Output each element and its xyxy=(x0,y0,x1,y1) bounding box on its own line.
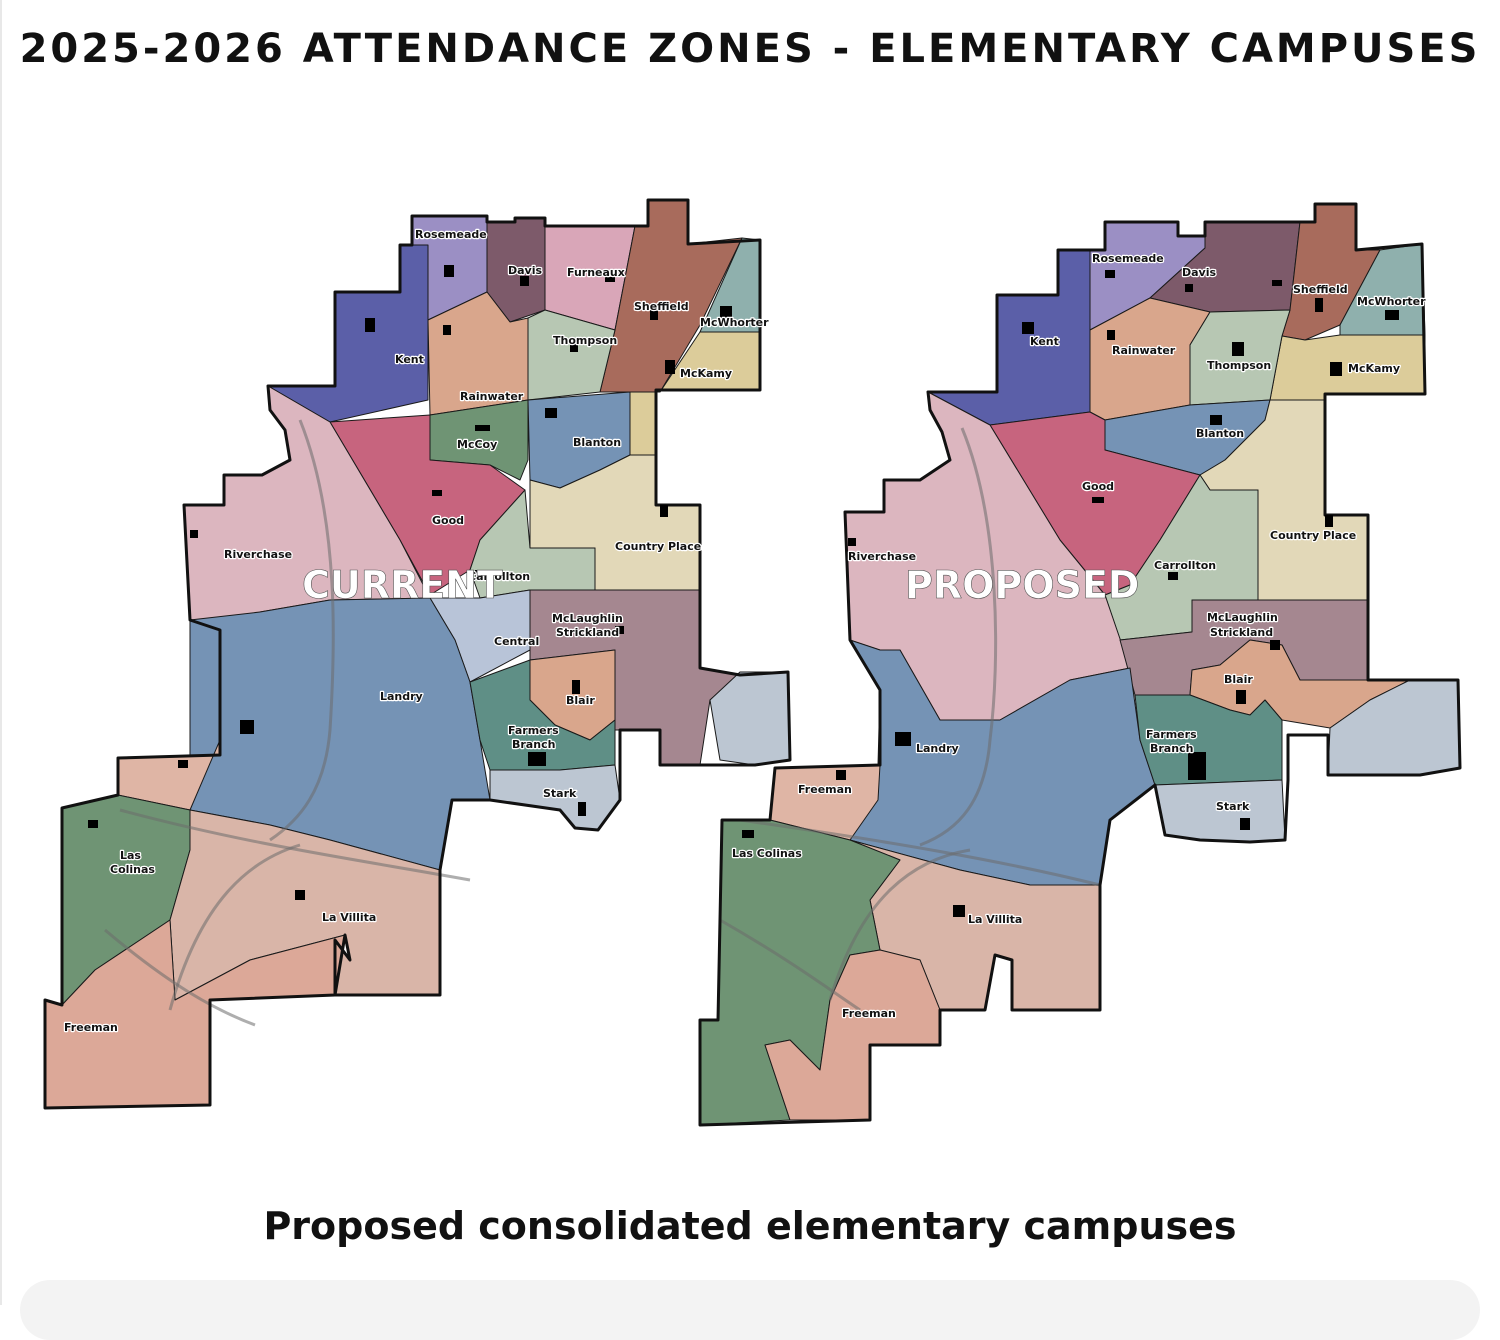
proposed-label-mclaughlin: McLaughlin xyxy=(1207,611,1278,624)
proposed-label-la-villita: La Villita xyxy=(968,913,1022,926)
current-label-mclaughlin: McLaughlin xyxy=(552,612,623,625)
proposed-label-branch: Branch xyxy=(1150,742,1193,755)
proposed-label-mckamy: McKamy xyxy=(1348,362,1400,375)
proposed-label-davis: Davis xyxy=(1182,266,1216,279)
proposed-label-good: Good xyxy=(1082,480,1114,493)
proposed-label-rosemeade: Rosemeade xyxy=(1092,252,1164,265)
proposed-label-freeman: Freeman xyxy=(842,1007,896,1020)
current-district-outline xyxy=(43,198,792,1110)
current-label-mccoy: McCoy xyxy=(457,438,497,451)
current-label-la-villita: La Villita xyxy=(322,911,376,924)
current-label-blair: Blair xyxy=(566,694,595,707)
proposed-label-farmers: Farmers xyxy=(1146,728,1197,741)
current-label-landry: Landry xyxy=(380,690,423,703)
proposed-label-landry: Landry xyxy=(916,742,959,755)
current-label-mcwhorter: McWhorter xyxy=(700,316,769,329)
current-label-freeman: Freeman xyxy=(64,1021,118,1034)
current-label-kent: Kent xyxy=(395,353,424,366)
zone-farmers-branch[interactable] xyxy=(1134,694,1283,786)
zone-thompson[interactable] xyxy=(527,309,616,401)
current-label-las: Las xyxy=(120,849,141,862)
current-label-stark: Stark xyxy=(543,787,577,800)
caption: Proposed consolidated elementary campuse… xyxy=(263,1204,1237,1248)
current-label-sheffield: Sheffield xyxy=(634,300,689,313)
current-label-colinas: Colinas xyxy=(110,863,155,876)
left-edge-line xyxy=(0,0,2,1305)
zone-farmers-branch[interactable] xyxy=(469,659,616,771)
proposed-label-las-colinas: Las Colinas xyxy=(732,847,802,860)
current-label-riverchase: Riverchase xyxy=(224,548,292,561)
proposed-label-riverchase: Riverchase xyxy=(848,550,916,563)
proposed-label-kent: Kent xyxy=(1030,335,1059,348)
current-label-farmers: Farmers xyxy=(508,724,559,737)
proposed-label-blanton: Blanton xyxy=(1196,427,1244,440)
proposed-label-stark: Stark xyxy=(1216,800,1250,813)
current-label-carrollton: Carrollton xyxy=(468,570,530,583)
proposed-label-rainwater: Rainwater xyxy=(1112,344,1176,357)
page-title: 2025-2026 ATTENDANCE ZONES - ELEMENTARY … xyxy=(19,26,1481,72)
current-label-branch: Branch xyxy=(512,738,555,751)
current-label-rosemeade: Rosemeade xyxy=(415,228,487,241)
bottom-panel xyxy=(20,1280,1480,1340)
proposed-label-blair: Blair xyxy=(1224,673,1253,686)
proposed-label-strickland: Strickland xyxy=(1210,626,1273,639)
proposed-district-outline xyxy=(698,202,1462,1127)
proposed-label-country-place: Country Place xyxy=(1270,529,1356,542)
proposed-map: Rosemeade Davis Sheffield McWhorter Kent… xyxy=(698,202,1462,1127)
current-label-central: Central xyxy=(494,635,539,648)
proposed-label-mcwhorter: McWhorter xyxy=(1357,295,1426,308)
current-label-furneaux: Furneaux xyxy=(567,266,625,279)
proposed-label-thompson: Thompson xyxy=(1207,359,1271,372)
current-map: Rosemeade Davis Furneaux Sheffield McWho… xyxy=(43,198,792,1110)
proposed-label-freeman-north: Freeman xyxy=(798,783,852,796)
current-label-mckamy: McKamy xyxy=(680,367,732,380)
current-label-davis: Davis xyxy=(508,264,542,277)
proposed-map-label: PROPOSED xyxy=(905,563,1139,607)
proposed-label-sheffield: Sheffield xyxy=(1293,283,1348,296)
current-label-thompson: Thompson xyxy=(553,334,617,347)
current-label-rainwater: Rainwater xyxy=(460,390,524,403)
current-label-strickland: Strickland xyxy=(556,626,619,639)
zone-kent[interactable] xyxy=(267,244,429,423)
proposed-label-carrollton: Carrollton xyxy=(1154,559,1216,572)
current-label-country-place: Country Place xyxy=(615,540,701,553)
current-map-label: CURRENT xyxy=(302,563,503,607)
current-label-good: Good xyxy=(432,514,464,527)
zone-kent[interactable] xyxy=(927,249,1091,426)
current-label-blanton: Blanton xyxy=(573,436,621,449)
attendance-zone-maps: Rosemeade Davis Furneaux Sheffield McWho… xyxy=(43,198,1462,1127)
